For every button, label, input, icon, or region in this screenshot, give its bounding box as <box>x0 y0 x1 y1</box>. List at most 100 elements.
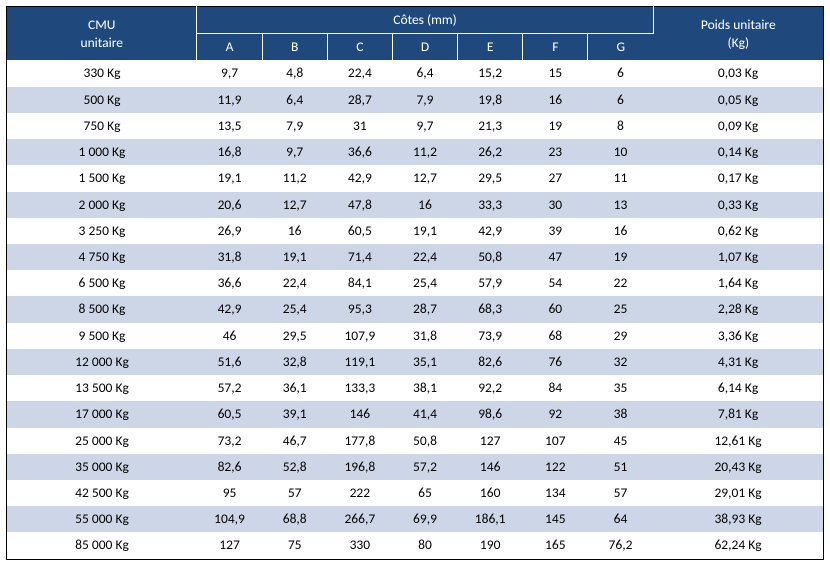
cell-a: 127 <box>197 532 262 559</box>
cell-b: 52,8 <box>262 454 327 480</box>
cell-weight: 4,31 Kg <box>653 349 823 375</box>
cell-b: 46,7 <box>262 428 327 454</box>
table-row: 8 500 Kg42,925,495,328,768,360252,28 Kg <box>7 296 824 322</box>
header-col-a: A <box>197 34 262 61</box>
header-poids-line2: (Kg) <box>727 34 749 51</box>
table-row: 85 000 Kg127753308019016576,262,24 Kg <box>7 532 824 559</box>
cell-d: 22,4 <box>392 244 457 270</box>
cell-weight: 0,03 Kg <box>653 60 823 86</box>
cell-cmu: 3 250 Kg <box>7 218 197 244</box>
cell-g: 64 <box>588 506 653 532</box>
cell-d: 16 <box>392 192 457 218</box>
header-cmu-line2: unitaire <box>81 34 123 51</box>
cell-e: 127 <box>458 428 523 454</box>
cell-weight: 12,61 Kg <box>653 428 823 454</box>
cell-c: 71,4 <box>327 244 392 270</box>
cell-c: 47,8 <box>327 192 392 218</box>
cell-weight: 0,14 Kg <box>653 139 823 165</box>
cell-d: 69,9 <box>392 506 457 532</box>
cell-d: 9,7 <box>392 113 457 139</box>
cell-e: 57,9 <box>458 270 523 296</box>
table-row: 1 500 Kg19,111,242,912,729,527110,17 Kg <box>7 165 824 191</box>
cell-b: 7,9 <box>262 113 327 139</box>
header-col-g: G <box>588 34 653 61</box>
cell-f: 107 <box>523 428 588 454</box>
cell-f: 15 <box>523 60 588 86</box>
cell-e: 26,2 <box>458 139 523 165</box>
cell-b: 12,7 <box>262 192 327 218</box>
cell-a: 95 <box>197 480 262 506</box>
cell-e: 21,3 <box>458 113 523 139</box>
cell-g: 45 <box>588 428 653 454</box>
cell-a: 16,8 <box>197 139 262 165</box>
cell-c: 31 <box>327 113 392 139</box>
cell-f: 84 <box>523 375 588 401</box>
cell-f: 76 <box>523 349 588 375</box>
header-poids: Poids unitaire (Kg) <box>653 7 823 61</box>
cell-cmu: 500 Kg <box>7 87 197 113</box>
cell-cmu: 6 500 Kg <box>7 270 197 296</box>
table-row: 17 000 Kg60,539,114641,498,692387,81 Kg <box>7 401 824 427</box>
table-row: 25 000 Kg73,246,7177,850,81271074512,61 … <box>7 428 824 454</box>
cell-a: 42,9 <box>197 296 262 322</box>
cell-cmu: 750 Kg <box>7 113 197 139</box>
header-cmu: CMU unitaire <box>7 7 197 61</box>
cell-c: 84,1 <box>327 270 392 296</box>
header-col-b: B <box>262 34 327 61</box>
cell-e: 19,8 <box>458 87 523 113</box>
cell-d: 12,7 <box>392 165 457 191</box>
table-row: 42 500 Kg9557222651601345729,01 Kg <box>7 480 824 506</box>
cell-g: 22 <box>588 270 653 296</box>
table-row: 35 000 Kg82,652,8196,857,21461225120,43 … <box>7 454 824 480</box>
cell-d: 28,7 <box>392 296 457 322</box>
cell-weight: 0,09 Kg <box>653 113 823 139</box>
cell-b: 16 <box>262 218 327 244</box>
cell-d: 25,4 <box>392 270 457 296</box>
header-col-d: D <box>392 34 457 61</box>
table-row: 13 500 Kg57,236,1133,338,192,284356,14 K… <box>7 375 824 401</box>
cell-a: 19,1 <box>197 165 262 191</box>
cell-e: 73,9 <box>458 323 523 349</box>
table-row: 1 000 Kg16,89,736,611,226,223100,14 Kg <box>7 139 824 165</box>
cell-b: 22,4 <box>262 270 327 296</box>
cell-g: 32 <box>588 349 653 375</box>
cell-b: 68,8 <box>262 506 327 532</box>
cell-g: 29 <box>588 323 653 349</box>
cell-c: 330 <box>327 532 392 559</box>
cell-a: 20,6 <box>197 192 262 218</box>
cell-cmu: 2 000 Kg <box>7 192 197 218</box>
cell-f: 23 <box>523 139 588 165</box>
cell-c: 107,9 <box>327 323 392 349</box>
cell-e: 186,1 <box>458 506 523 532</box>
cell-d: 6,4 <box>392 60 457 86</box>
cell-b: 19,1 <box>262 244 327 270</box>
cell-c: 22,4 <box>327 60 392 86</box>
header-cmu-line1: CMU <box>88 16 115 33</box>
cell-g: 51 <box>588 454 653 480</box>
cell-d: 31,8 <box>392 323 457 349</box>
cell-d: 57,2 <box>392 454 457 480</box>
cell-weight: 2,28 Kg <box>653 296 823 322</box>
cell-b: 36,1 <box>262 375 327 401</box>
table-row: 500 Kg11,96,428,77,919,81660,05 Kg <box>7 87 824 113</box>
cell-e: 98,6 <box>458 401 523 427</box>
cell-f: 145 <box>523 506 588 532</box>
cell-e: 190 <box>458 532 523 559</box>
cell-d: 11,2 <box>392 139 457 165</box>
cell-c: 133,3 <box>327 375 392 401</box>
cell-g: 35 <box>588 375 653 401</box>
cell-g: 8 <box>588 113 653 139</box>
cell-c: 36,6 <box>327 139 392 165</box>
cell-f: 39 <box>523 218 588 244</box>
cell-e: 68,3 <box>458 296 523 322</box>
cell-b: 25,4 <box>262 296 327 322</box>
cell-g: 6 <box>588 60 653 86</box>
cell-e: 29,5 <box>458 165 523 191</box>
cell-b: 11,2 <box>262 165 327 191</box>
cell-d: 38,1 <box>392 375 457 401</box>
table-row: 55 000 Kg104,968,8266,769,9186,11456438,… <box>7 506 824 532</box>
cell-e: 42,9 <box>458 218 523 244</box>
cell-d: 35,1 <box>392 349 457 375</box>
cell-g: 10 <box>588 139 653 165</box>
cell-c: 177,8 <box>327 428 392 454</box>
